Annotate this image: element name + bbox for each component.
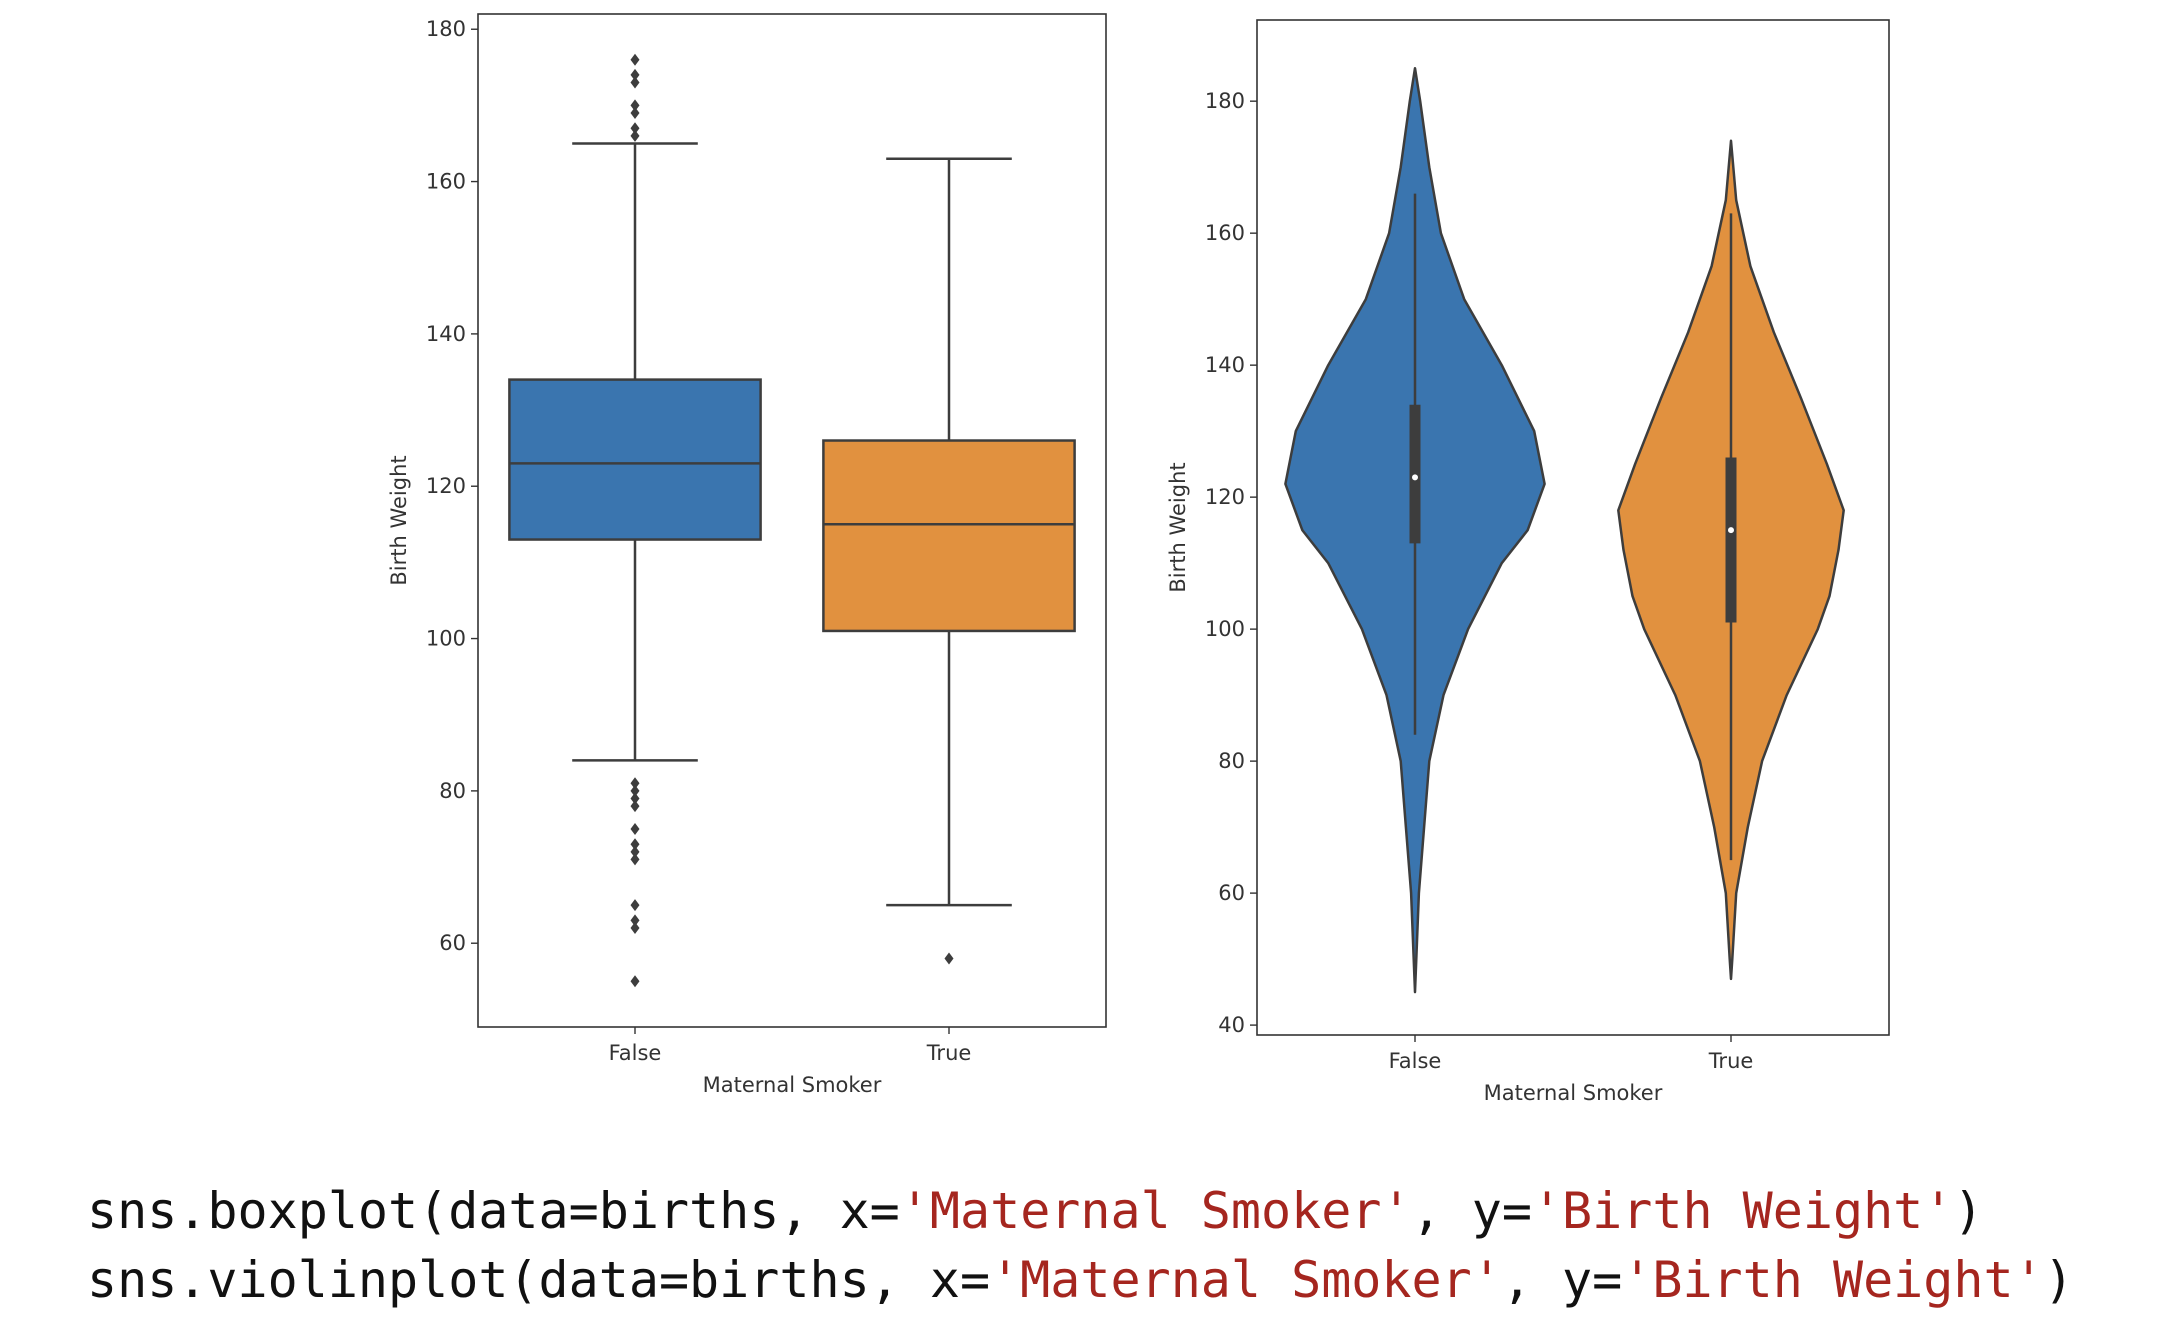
plot-frame <box>1256 19 1890 1036</box>
y-tick-label: 80 <box>1218 749 1245 773</box>
outlier <box>630 822 640 835</box>
box <box>508 378 762 541</box>
x-tick-label: False <box>609 1041 662 1065</box>
outlier <box>630 122 640 135</box>
outlier <box>630 68 640 81</box>
outlier <box>630 914 640 927</box>
y-tick-label: 120 <box>1205 485 1245 509</box>
outlier <box>630 53 640 66</box>
outlier <box>630 845 640 858</box>
box <box>822 439 1076 633</box>
outlier <box>630 975 640 988</box>
y-axis-label: Birth Weight <box>1166 462 1190 592</box>
outlier <box>630 792 640 805</box>
code-line: sns.boxplot(data=births, x='Maternal Smo… <box>87 1186 1984 1236</box>
code-line: sns.violinplot(data=births, x='Maternal … <box>87 1255 2074 1305</box>
x-axis-label: Maternal Smoker <box>703 1073 882 1097</box>
outlier <box>630 838 640 851</box>
outlier <box>630 800 640 813</box>
plot-frame <box>477 13 1107 1028</box>
outlier <box>630 99 640 112</box>
y-tick-label: 120 <box>426 474 466 498</box>
outlier <box>630 76 640 89</box>
x-axis-label: Maternal Smoker <box>1484 1081 1663 1105</box>
code-token: ) <box>1953 1182 1984 1240</box>
y-tick-label: 80 <box>439 779 466 803</box>
code-token: , y= <box>1411 1182 1532 1240</box>
y-axis-label: Birth Weight <box>387 455 411 585</box>
charts: 60 80 100 120 140 160 180 False True Maternal Smo… <box>387 13 1890 1105</box>
code-token: 'Maternal Smoker' <box>990 1251 1502 1309</box>
outlier <box>630 921 640 934</box>
x-tick-label: True <box>926 1041 972 1065</box>
y-tick-label: 160 <box>426 170 466 194</box>
y-tick-label: 140 <box>426 322 466 346</box>
outlier <box>944 952 954 965</box>
y-tick-label: 160 <box>1205 221 1245 245</box>
y-tick-label: 100 <box>1205 617 1245 641</box>
y-tick-label: 180 <box>1205 89 1245 113</box>
median <box>1412 474 1418 481</box>
outlier <box>630 853 640 866</box>
y-tick-label: 180 <box>426 17 466 41</box>
code-token: 'Maternal Smoker' <box>899 1182 1412 1240</box>
y-tick-label: 140 <box>1205 353 1245 377</box>
x-tick-label: True <box>1708 1049 1754 1073</box>
code-token: ) <box>2043 1251 2074 1309</box>
outlier <box>630 899 640 912</box>
outlier <box>630 107 640 120</box>
code-token: sns.violinplot(data=births, x= <box>87 1251 991 1309</box>
code-token: 'Birth Weight' <box>1622 1251 2044 1309</box>
y-tick-label: 60 <box>1218 881 1245 905</box>
outlier <box>630 784 640 797</box>
code-token: , y= <box>1501 1251 1623 1309</box>
x-tick-label: False <box>1389 1049 1442 1073</box>
y-tick-label: 100 <box>426 627 466 651</box>
outlier <box>630 129 640 142</box>
code-token: 'Birth Weight' <box>1531 1182 1954 1240</box>
y-tick-label: 60 <box>439 931 466 955</box>
code-token: sns.boxplot(data=births, x= <box>87 1182 900 1240</box>
y-tick-label: 40 <box>1218 1013 1245 1037</box>
median <box>1728 527 1734 534</box>
outlier <box>630 777 640 790</box>
